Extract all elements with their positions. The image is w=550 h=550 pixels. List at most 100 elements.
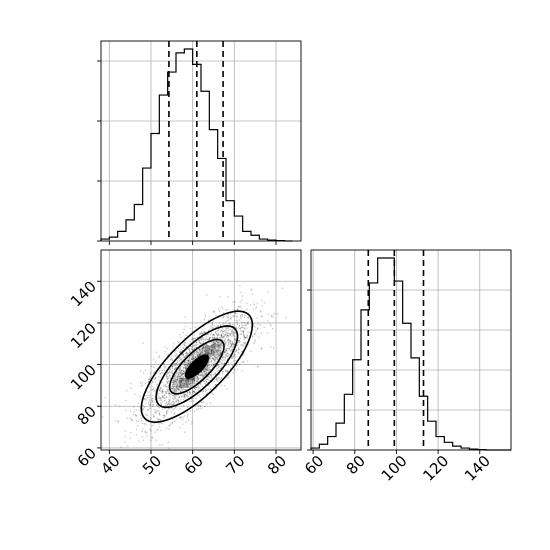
scatter-point [247, 317, 249, 319]
scatter-point [209, 379, 211, 382]
scatter-point [180, 370, 182, 372]
scatter-point [167, 386, 169, 388]
scatter-point [231, 330, 233, 332]
scatter-point [175, 352, 177, 355]
scatter-point [153, 401, 155, 403]
scatter-point [183, 392, 185, 395]
scatter-point [208, 376, 210, 378]
scatter-point [174, 363, 176, 365]
scatter-point [167, 380, 170, 382]
scatter-point [230, 345, 232, 347]
scatter-point [232, 372, 235, 374]
scatter-point [208, 322, 210, 324]
scatter-point [186, 385, 188, 387]
scatter-point [237, 340, 240, 342]
scatter-point [183, 371, 185, 373]
scatter-point [185, 368, 187, 370]
scatter-point [218, 355, 220, 357]
scatter-point [221, 355, 223, 357]
scatter-point [170, 370, 173, 372]
scatter-point [175, 390, 178, 392]
scatter-point [193, 379, 196, 382]
scatter-point [175, 362, 178, 365]
scatter-point [203, 331, 205, 333]
scatter-point [207, 388, 210, 390]
scatter-point [173, 403, 175, 405]
scatter-point [231, 336, 233, 338]
scatter-point [184, 377, 186, 379]
scatter-point [148, 381, 150, 383]
scatter-point [212, 374, 214, 376]
scatter-point [153, 390, 156, 392]
scatter-point [219, 354, 221, 356]
scatter-point [207, 369, 209, 372]
scatter-point [180, 373, 182, 375]
scatter-point [173, 380, 175, 382]
scatter-point [224, 359, 226, 361]
scatter-point [169, 375, 171, 377]
scatter-point [221, 362, 223, 365]
scatter-point [138, 440, 140, 442]
scatter-point [192, 337, 194, 340]
scatter-point [213, 346, 215, 348]
scatter-point [207, 375, 209, 377]
scatter-point [243, 309, 245, 312]
scatter-point [221, 357, 224, 359]
scatter-point [178, 372, 180, 374]
scatter-point [176, 378, 179, 381]
scatter-point [215, 345, 217, 348]
scatter-point [221, 327, 224, 330]
scatter-point [210, 318, 212, 321]
scatter-point [246, 327, 248, 329]
scatter-point [210, 352, 212, 354]
scatter-point [253, 323, 255, 325]
scatter-point [190, 354, 192, 357]
scatter-point [176, 402, 179, 405]
scatter-point [192, 349, 194, 351]
scatter-point [187, 360, 190, 362]
scatter-point [222, 333, 224, 335]
scatter-point [217, 345, 219, 347]
scatter-point [153, 411, 156, 414]
scatter-point [130, 387, 132, 389]
scatter-point [200, 371, 202, 374]
scatter-point [235, 348, 237, 351]
scatter-point [217, 334, 219, 336]
scatter-point [114, 404, 117, 406]
scatter-point [164, 399, 166, 401]
scatter-point [187, 360, 190, 362]
scatter-point [238, 339, 241, 342]
scatter-point [180, 396, 183, 398]
scatter-point [177, 357, 180, 359]
scatter-point [189, 392, 191, 394]
scatter-point [224, 384, 226, 387]
scatter-point [154, 377, 156, 380]
scatter-point [157, 394, 159, 396]
scatter-point [209, 337, 211, 339]
scatter-point [190, 347, 192, 350]
scatter-point [207, 339, 209, 341]
scatter-point [196, 336, 199, 339]
scatter-point [152, 381, 154, 383]
scatter-point [205, 381, 208, 383]
contour-core [184, 354, 210, 379]
scatter-point [231, 362, 233, 364]
scatter-point [137, 402, 139, 404]
scatter-point [260, 315, 263, 318]
scatter-point [164, 365, 166, 367]
scatter-point [192, 360, 194, 362]
scatter-point [250, 289, 252, 291]
scatter-point [217, 329, 219, 332]
scatter-point [162, 396, 165, 399]
scatter-point [139, 414, 141, 417]
scatter-point [212, 311, 214, 313]
scatter-point [170, 404, 172, 406]
scatter-point [228, 343, 230, 346]
scatter-point [245, 336, 247, 339]
scatter-point [151, 400, 154, 402]
scatter-point [210, 374, 212, 376]
scatter-point [173, 368, 176, 371]
scatter-point [173, 401, 175, 404]
scatter-point [215, 378, 217, 381]
scatter-point [186, 386, 188, 388]
